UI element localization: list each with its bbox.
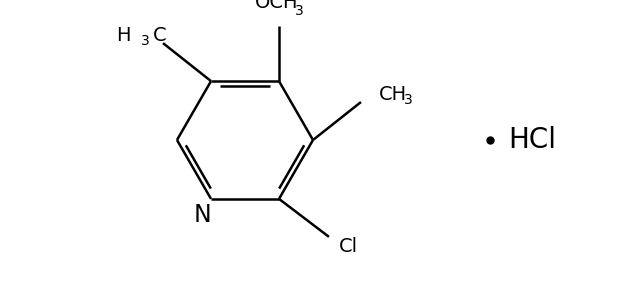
Text: OCH: OCH <box>255 0 299 12</box>
Text: C: C <box>153 26 166 45</box>
Text: 3: 3 <box>404 93 413 107</box>
Text: 3: 3 <box>141 34 150 48</box>
Text: 3: 3 <box>294 4 303 18</box>
Text: H: H <box>116 26 131 45</box>
Text: CH: CH <box>379 84 407 103</box>
Text: N: N <box>194 203 212 227</box>
Text: HCl: HCl <box>508 126 556 154</box>
Text: Cl: Cl <box>339 237 358 256</box>
